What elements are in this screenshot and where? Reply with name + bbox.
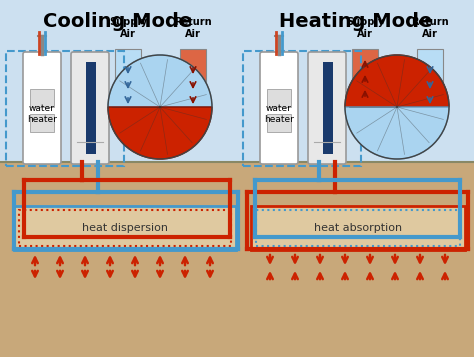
Text: water
heater: water heater [264,104,294,124]
Bar [19,210,231,246]
FancyBboxPatch shape [308,52,346,164]
Text: heat dispersion: heat dispersion [82,223,168,233]
Bar [323,62,333,154]
FancyBboxPatch shape [71,52,109,164]
Text: water
heater: water heater [27,104,57,124]
Bar [30,114,54,132]
Wedge shape [345,107,449,159]
Wedge shape [108,55,212,107]
Bar [115,49,141,114]
Text: Supply
Air: Supply Air [346,17,384,39]
Bar [86,62,96,154]
Bar [6,51,124,166]
Wedge shape [108,107,212,159]
Wedge shape [345,55,449,107]
Bar [243,51,361,166]
Bar [417,49,443,114]
Bar [0,0,474,162]
Text: Cooling Mode: Cooling Mode [44,12,192,31]
Bar [14,206,236,250]
Text: Return
Air: Return Air [174,17,212,39]
Bar [352,49,378,114]
FancyBboxPatch shape [23,52,61,164]
Bar [267,89,291,107]
Bar [256,210,460,246]
Bar [30,89,54,107]
Bar [267,114,291,132]
Bar [0,162,474,357]
Bar [251,206,465,250]
Bar [180,49,206,114]
Text: Supply
Air: Supply Air [109,17,147,39]
Text: Heating Mode: Heating Mode [279,12,433,31]
Text: Return
Air: Return Air [411,17,449,39]
FancyBboxPatch shape [260,52,298,164]
Text: heat absorption: heat absorption [314,223,402,233]
